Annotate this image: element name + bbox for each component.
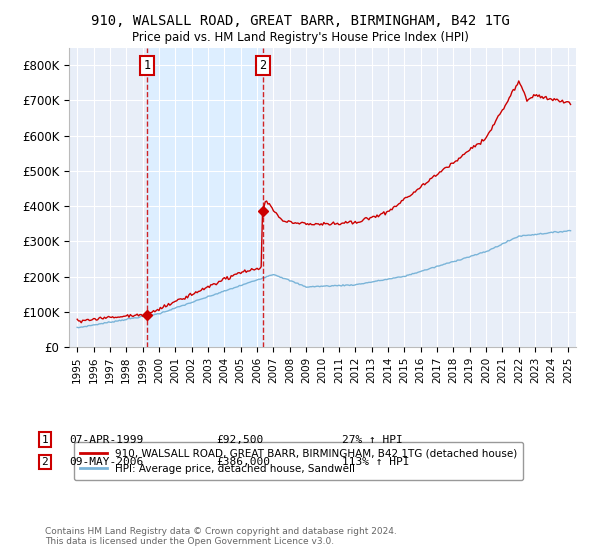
Legend: 910, WALSALL ROAD, GREAT BARR, BIRMINGHAM, B42 1TG (detached house), HPI: Averag: 910, WALSALL ROAD, GREAT BARR, BIRMINGHA… (74, 442, 523, 480)
Text: Contains HM Land Registry data © Crown copyright and database right 2024.
This d: Contains HM Land Registry data © Crown c… (45, 526, 397, 546)
Text: 1: 1 (143, 59, 151, 72)
Text: 09-MAY-2006: 09-MAY-2006 (69, 457, 143, 467)
Text: 2: 2 (41, 457, 49, 467)
Text: 27% ↑ HPI: 27% ↑ HPI (342, 435, 403, 445)
Text: 2: 2 (259, 59, 266, 72)
Text: Price paid vs. HM Land Registry's House Price Index (HPI): Price paid vs. HM Land Registry's House … (131, 31, 469, 44)
Bar (147, 48, 263, 347)
Text: 07-APR-1999: 07-APR-1999 (69, 435, 143, 445)
Text: £386,000: £386,000 (216, 457, 270, 467)
Text: 910, WALSALL ROAD, GREAT BARR, BIRMINGHAM, B42 1TG: 910, WALSALL ROAD, GREAT BARR, BIRMINGHA… (91, 14, 509, 28)
Text: 113% ↑ HPI: 113% ↑ HPI (342, 457, 409, 467)
Text: £92,500: £92,500 (216, 435, 263, 445)
Text: 1: 1 (41, 435, 49, 445)
